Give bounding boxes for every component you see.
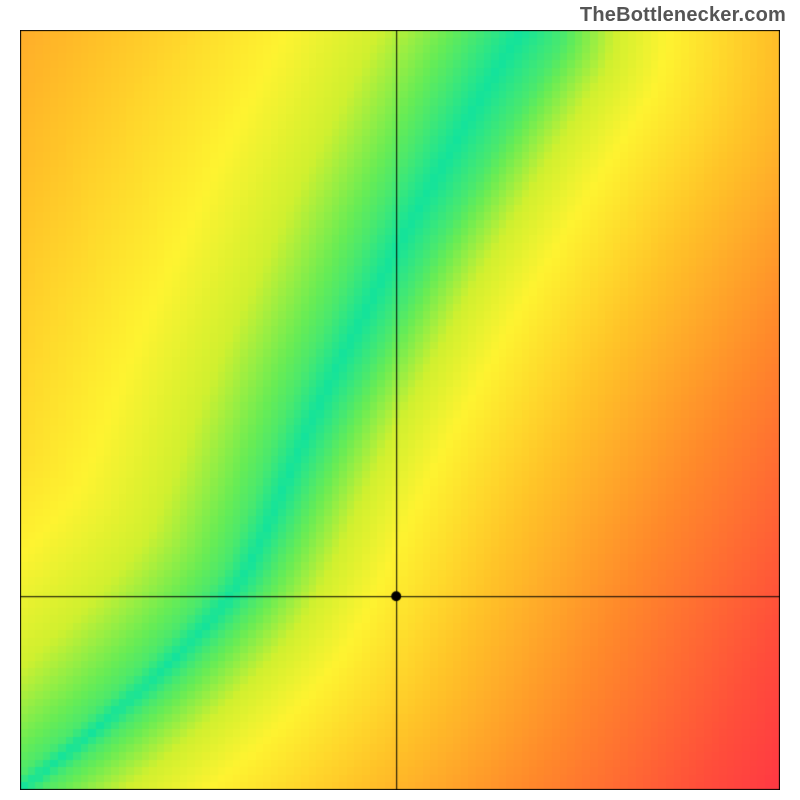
bottleneck-heatmap bbox=[20, 30, 780, 790]
chart-container: TheBottlenecker.com bbox=[0, 0, 800, 800]
watermark-text: TheBottlenecker.com bbox=[580, 4, 786, 27]
